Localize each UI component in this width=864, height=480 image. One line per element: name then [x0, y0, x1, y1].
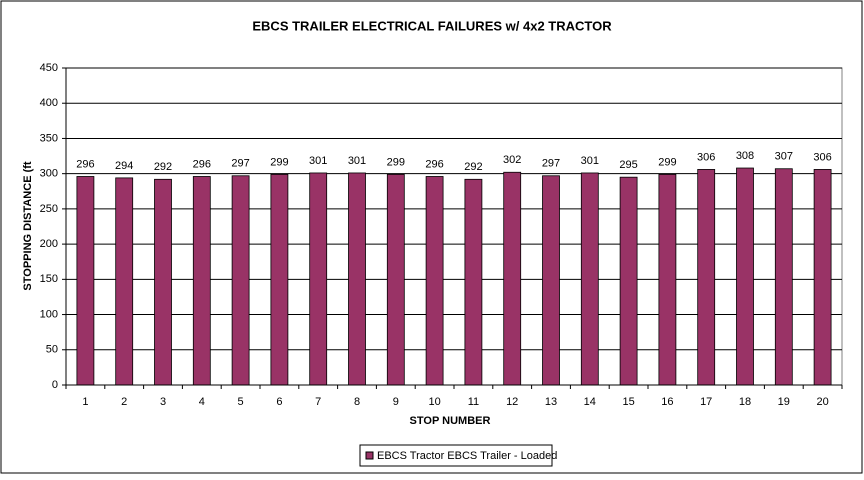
x-tick-label: 15	[622, 396, 634, 408]
x-tick-label: 16	[661, 396, 673, 408]
x-tick-label: 13	[545, 396, 557, 408]
bar	[580, 172, 599, 386]
data-label: 299	[270, 156, 288, 168]
x-tick-label: 6	[276, 396, 282, 408]
y-tick-label: 100	[40, 308, 58, 320]
x-tick-label: 19	[778, 396, 790, 408]
y-tick-label: 0	[52, 379, 58, 391]
y-tick-label: 350	[40, 132, 58, 144]
data-label: 294	[115, 160, 133, 172]
y-tick-label: 200	[40, 238, 58, 250]
data-label: 301	[581, 155, 599, 167]
data-label: 296	[76, 158, 94, 170]
x-tick-label: 7	[315, 396, 321, 408]
x-tick-label: 3	[160, 396, 166, 408]
data-label: 301	[348, 155, 366, 167]
data-label: 306	[813, 151, 831, 163]
data-label: 301	[309, 155, 327, 167]
y-tick-label: 400	[40, 97, 58, 109]
bar	[309, 172, 328, 386]
x-tick-label: 1	[82, 396, 88, 408]
x-tick-label: 20	[816, 396, 828, 408]
bar	[115, 177, 134, 386]
bar	[231, 175, 250, 386]
data-label: 306	[697, 151, 715, 163]
data-label: 292	[154, 161, 172, 173]
bar	[386, 173, 405, 386]
plot-area	[65, 67, 843, 386]
bar	[542, 175, 560, 386]
bar	[813, 169, 832, 386]
y-tick-label: 50	[46, 344, 58, 356]
x-tick-label: 17	[700, 396, 712, 408]
legend-label: EBCS Tractor EBCS Trailer - Loaded	[377, 450, 557, 462]
y-tick-label: 300	[40, 168, 58, 180]
x-tick-label: 4	[199, 396, 205, 408]
data-label: 297	[231, 158, 249, 170]
bar	[619, 176, 638, 386]
bar	[658, 173, 677, 386]
x-tick-label: 14	[584, 396, 596, 408]
data-label: 299	[658, 156, 676, 168]
x-tick-label: 18	[739, 396, 751, 408]
data-label: 307	[775, 151, 793, 163]
x-axis-label: STOP NUMBER	[410, 415, 491, 427]
x-tick-label: 8	[354, 396, 360, 408]
x-tick-label: 12	[506, 396, 518, 408]
bar	[425, 176, 444, 386]
bar	[192, 176, 211, 386]
data-label: 299	[387, 156, 405, 168]
data-label: 295	[619, 159, 637, 171]
x-tick-label: 9	[393, 396, 399, 408]
y-tick-label: 450	[40, 62, 58, 74]
bar	[154, 178, 172, 386]
data-label: 296	[425, 158, 443, 170]
bar	[76, 176, 95, 386]
y-tick-label: 150	[40, 273, 58, 285]
data-label: 308	[736, 150, 754, 162]
data-label: 297	[542, 158, 560, 170]
x-tick-label: 11	[468, 396, 479, 408]
data-label: 296	[193, 158, 211, 170]
data-label: 292	[464, 161, 482, 173]
bar	[464, 178, 483, 386]
legend-swatch	[365, 451, 374, 460]
x-tick-label: 2	[121, 396, 127, 408]
legend	[359, 444, 553, 467]
bar	[348, 172, 366, 386]
x-tick-label: 5	[238, 396, 244, 408]
bar	[774, 168, 793, 386]
bar	[503, 171, 522, 386]
bar	[736, 167, 754, 386]
data-label: 302	[503, 154, 521, 166]
y-axis-label: STOPPING DISTANCE (ft	[22, 161, 34, 290]
y-tick-label: 250	[40, 203, 58, 215]
chart-title: EBCS TRAILER ELECTRICAL FAILURES w/ 4x2 …	[252, 18, 612, 33]
bar	[697, 169, 716, 386]
bar	[270, 173, 289, 386]
x-tick-label: 10	[428, 396, 440, 408]
